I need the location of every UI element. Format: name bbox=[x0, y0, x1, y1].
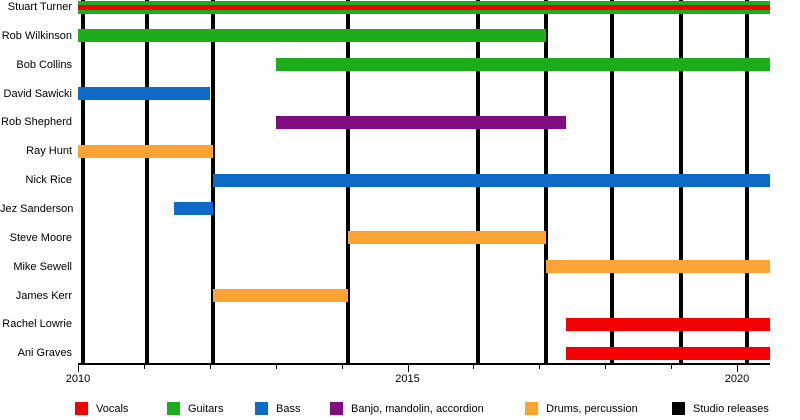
x-axis-line bbox=[78, 363, 770, 365]
member-tenure-bar-steve-moore-drums-percussion bbox=[348, 231, 546, 245]
legend-label-bass: Bass bbox=[276, 403, 301, 415]
member-label-ray-hunt: Ray Hunt bbox=[26, 145, 72, 158]
legend-swatch-bass bbox=[255, 402, 268, 415]
legend-swatch-guitars bbox=[167, 402, 180, 415]
member-label-nick-rice: Nick Rice bbox=[25, 174, 72, 187]
member-label-mike-sewell: Mike Sewell bbox=[13, 260, 72, 273]
x-axis-minor-tick bbox=[275, 365, 277, 369]
member-label-steve-moore: Steve Moore bbox=[9, 231, 72, 244]
member-label-rob-wilkinson: Rob Wilkinson bbox=[1, 29, 72, 42]
member-label-rob-shepherd: Rob Shepherd bbox=[1, 116, 72, 129]
x-axis-minor-tick bbox=[341, 365, 343, 369]
x-axis-major-tick bbox=[407, 365, 409, 372]
x-axis-minor-tick bbox=[605, 365, 607, 369]
x-axis-minor-tick bbox=[209, 365, 211, 369]
member-tenure-bar-bob-collins-guitars bbox=[275, 58, 770, 72]
member-tenure-bar-rachel-lowrie-vocals bbox=[565, 317, 770, 331]
member-label-rachel-lowrie: Rachel Lowrie bbox=[2, 318, 72, 331]
legend-label-studio-releases: Studio releases bbox=[693, 403, 769, 415]
member-tenure-bar-stuart-turner-vocals bbox=[78, 4, 770, 10]
member-tenure-bar-mike-sewell-drums-percussion bbox=[545, 260, 770, 274]
x-axis-tick-label-2020: 2020 bbox=[724, 373, 750, 385]
studio-release-line bbox=[80, 0, 85, 363]
x-axis-tick-label-2010: 2010 bbox=[65, 373, 91, 385]
member-tenure-bar-david-sawicki-bass bbox=[78, 87, 210, 101]
x-axis-minor-tick bbox=[671, 365, 673, 369]
legend-swatch-drums-percussion bbox=[525, 402, 538, 415]
x-axis-minor-tick bbox=[143, 365, 145, 369]
member-tenure-bar-rob-wilkinson-guitars bbox=[78, 29, 546, 43]
x-axis-major-tick bbox=[737, 365, 739, 372]
member-label-jez-sanderson: Jez Sanderson bbox=[0, 202, 74, 215]
legend-label-guitars: Guitars bbox=[188, 403, 224, 415]
legend-label-drums-percussion: Drums, percussion bbox=[546, 403, 638, 415]
member-tenure-bar-rob-shepherd-banjo-mandolin-accordion bbox=[275, 115, 566, 129]
member-tenure-bar-nick-rice-bass bbox=[213, 173, 770, 187]
x-axis-minor-tick bbox=[473, 365, 475, 369]
x-axis-minor-tick bbox=[539, 365, 541, 369]
legend-swatch-vocals bbox=[75, 402, 88, 415]
legend-label-banjo-mandolin-accordion: Banjo, mandolin, accordion bbox=[351, 403, 484, 415]
member-tenure-bar-james-kerr-drums-percussion bbox=[213, 289, 349, 302]
member-label-stuart-turner: Stuart Turner bbox=[7, 1, 72, 13]
legend-swatch-banjo-mandolin-accordion bbox=[330, 402, 343, 415]
legend-label-vocals: Vocals bbox=[96, 403, 129, 415]
member-label-james-kerr: James Kerr bbox=[15, 289, 72, 302]
member-tenure-bar-jez-sanderson-bass bbox=[173, 202, 214, 216]
member-label-ani-graves: Ani Graves bbox=[17, 347, 72, 360]
x-axis-major-tick bbox=[78, 365, 79, 372]
member-tenure-bar-ray-hunt-drums-percussion bbox=[78, 144, 214, 158]
member-label-david-sawicki: David Sawicki bbox=[3, 87, 72, 100]
x-axis-tick-label-2015: 2015 bbox=[395, 373, 420, 385]
member-label-bob-collins: Bob Collins bbox=[16, 58, 72, 71]
studio-release-line bbox=[145, 0, 150, 363]
legend-swatch-studio-releases bbox=[672, 402, 685, 415]
member-tenure-bar-ani-graves-vocals bbox=[565, 346, 770, 360]
